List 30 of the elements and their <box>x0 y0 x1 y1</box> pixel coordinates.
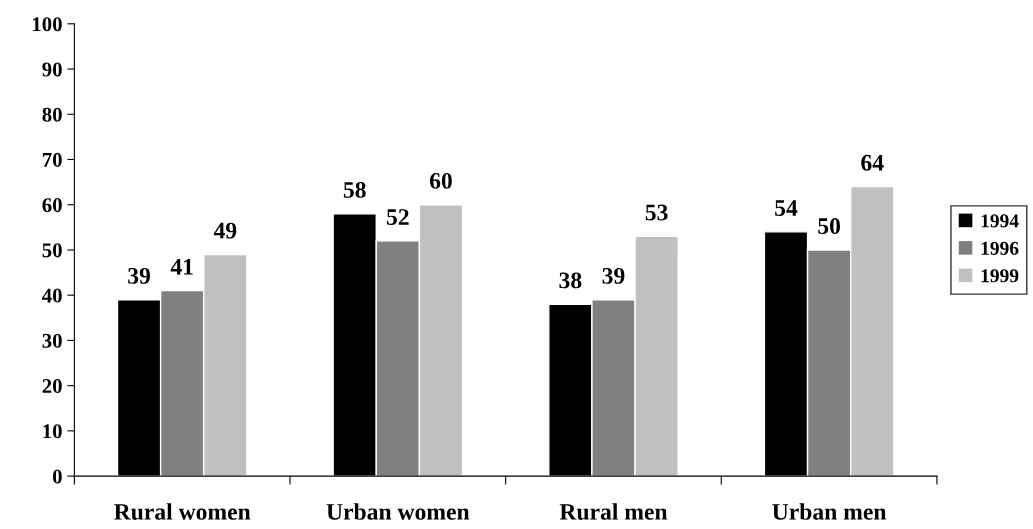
x-tick-label: Urban women <box>326 503 470 520</box>
y-tick-label: 80 <box>42 107 62 122</box>
data-label: 53 <box>645 204 668 221</box>
y-tick-label: 60 <box>42 198 62 213</box>
y-tick-label: 30 <box>42 333 62 348</box>
y-tick-label: 40 <box>42 288 62 303</box>
data-label: 38 <box>559 272 582 289</box>
x-tick-label: Rural men <box>559 503 668 520</box>
x-tick-label: Urban men <box>772 503 887 520</box>
data-label: 64 <box>861 154 884 171</box>
y-tick-label: 10 <box>43 424 62 439</box>
data-label: 50 <box>818 218 841 235</box>
legend-label: 1999 <box>981 269 1019 283</box>
y-tick-label: 100 <box>32 17 62 32</box>
data-label: 52 <box>386 209 409 225</box>
y-tick-label: 0 <box>52 469 62 484</box>
data-label: 39 <box>128 267 151 284</box>
data-label: 58 <box>343 181 366 198</box>
x-tick-label: Rural women <box>114 503 251 520</box>
legend-label: 1994 <box>981 214 1019 228</box>
y-tick-label: 90 <box>42 62 62 77</box>
y-tick-label: 20 <box>42 379 62 394</box>
data-label: 39 <box>602 267 625 284</box>
data-label: 49 <box>213 222 237 239</box>
y-tick-label: 50 <box>42 243 62 258</box>
data-label: 54 <box>775 200 798 216</box>
data-label: 60 <box>429 172 452 189</box>
data-label: 41 <box>170 258 193 275</box>
legend-label: 1996 <box>981 241 1019 255</box>
y-tick-label: 70 <box>42 152 62 167</box>
